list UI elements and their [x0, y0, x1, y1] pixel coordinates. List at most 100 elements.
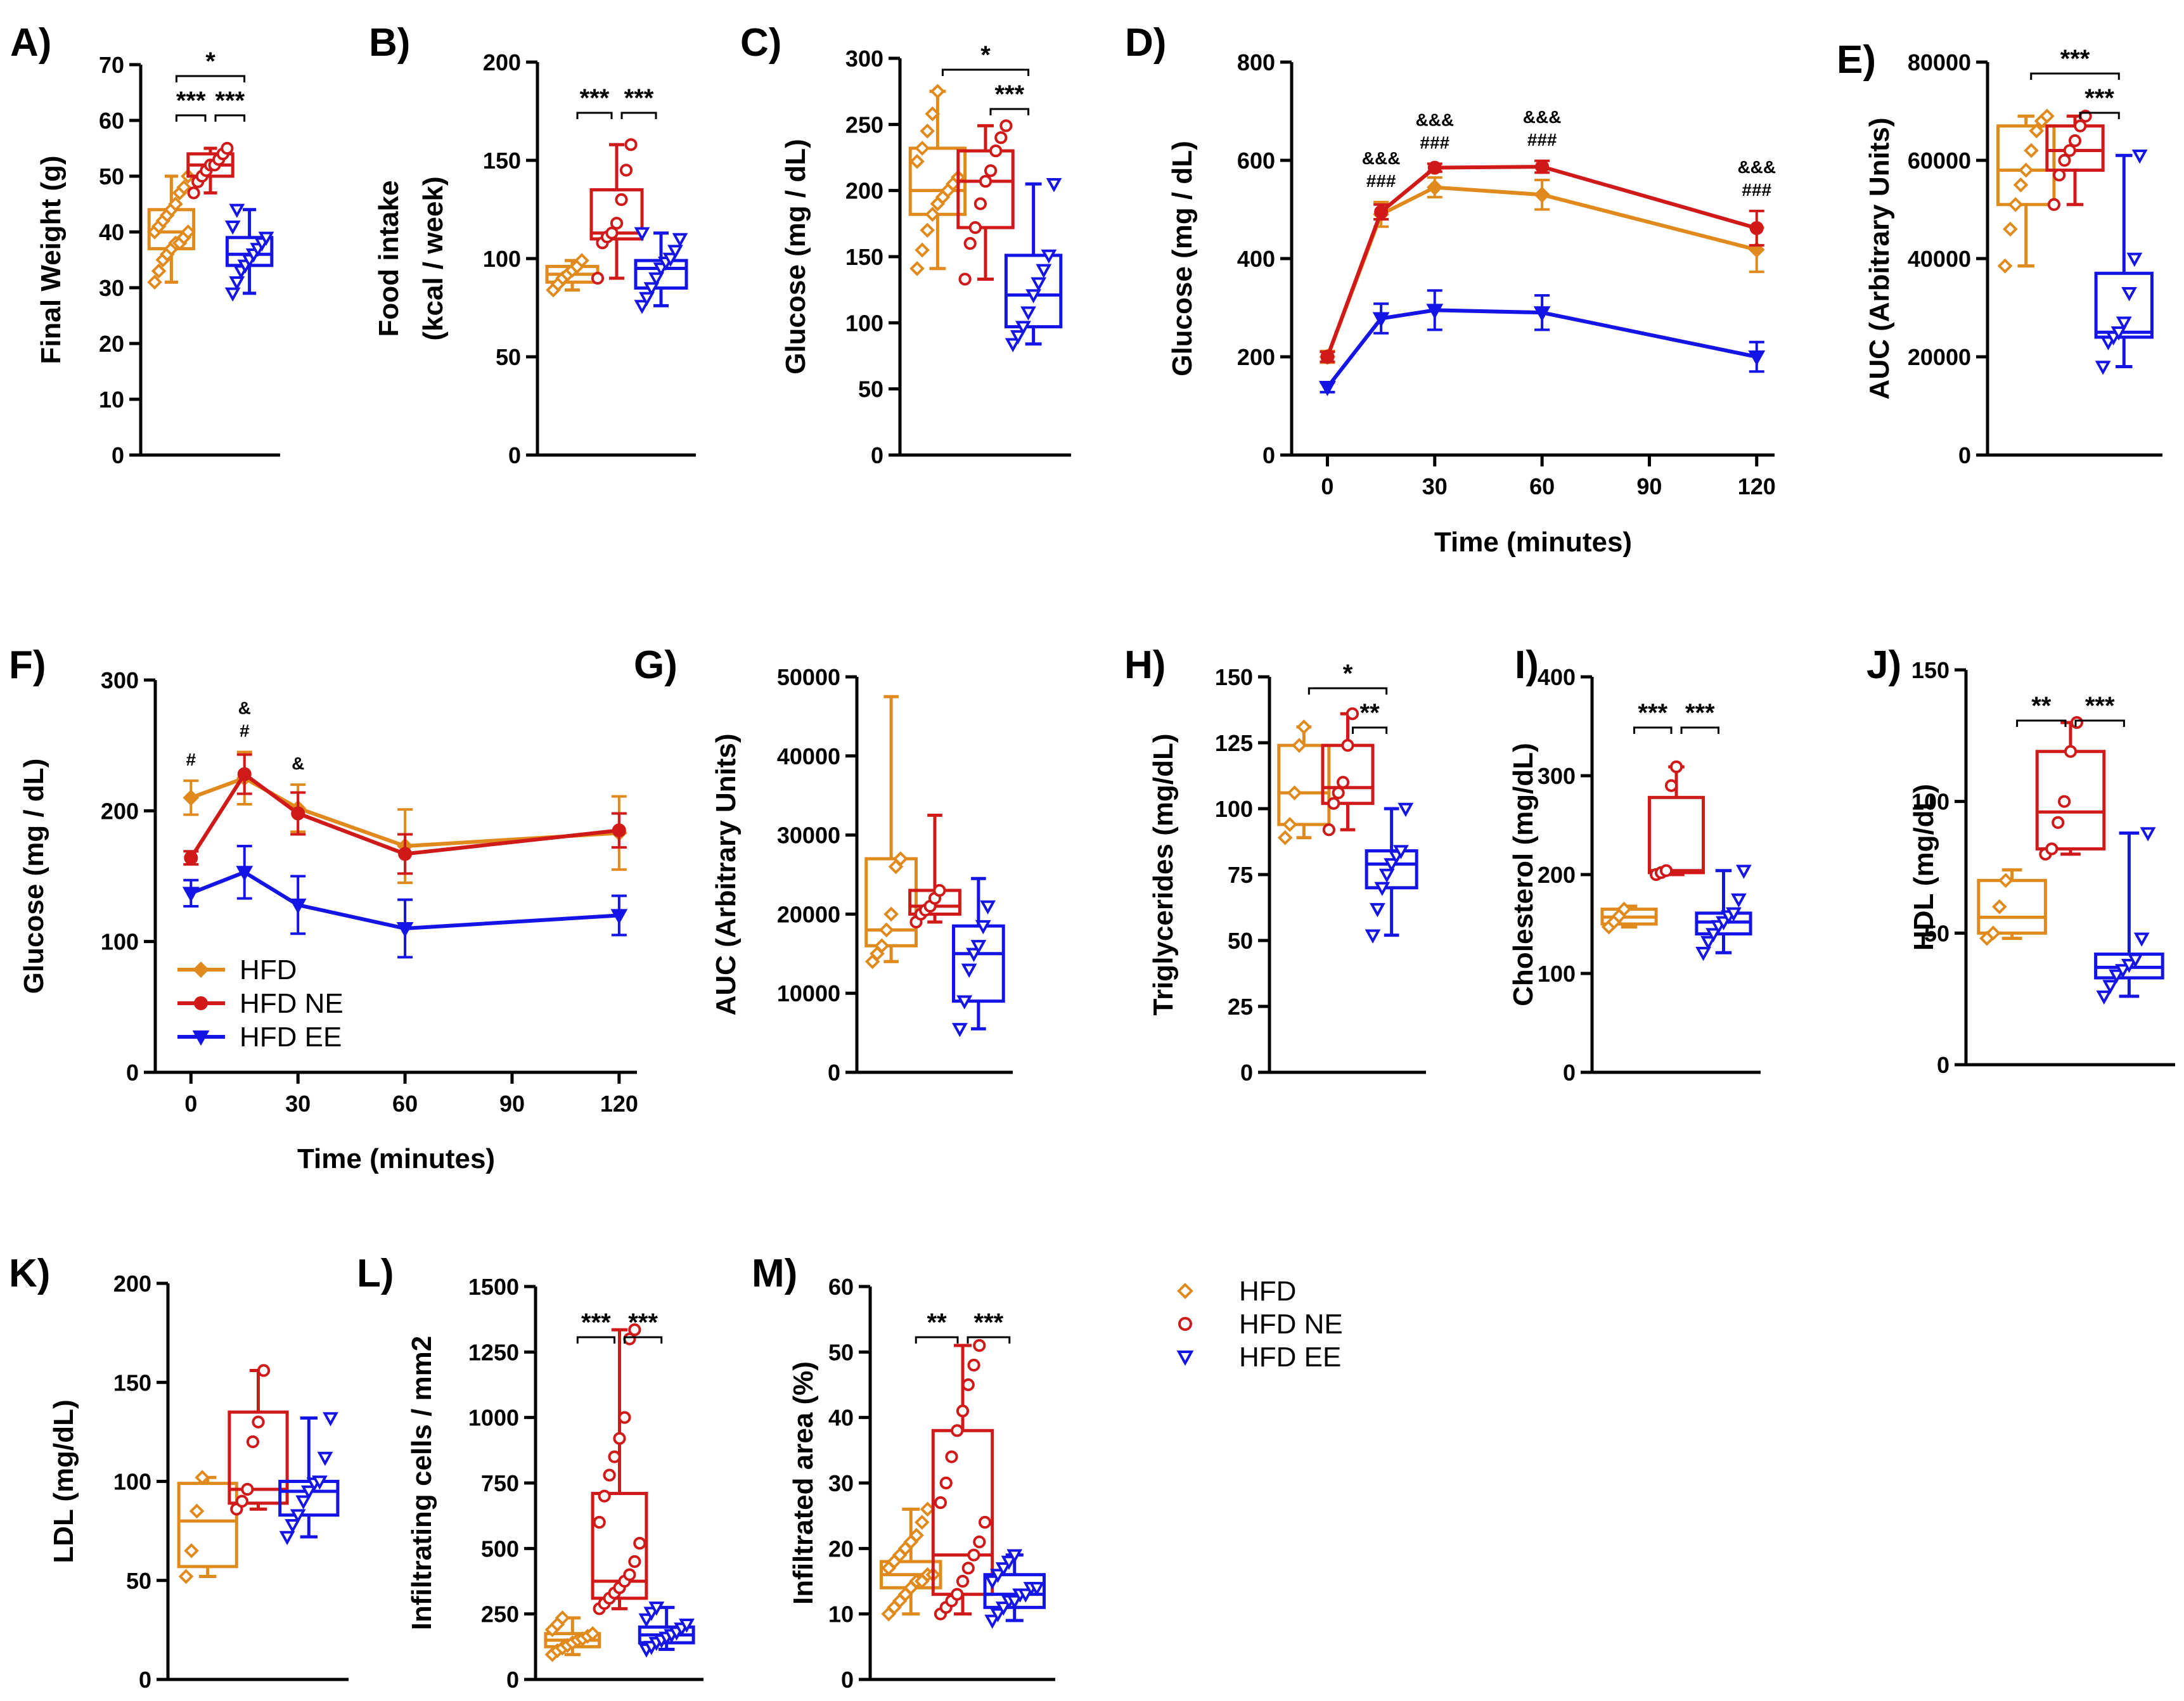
data-point [194, 996, 208, 1010]
data-point [1731, 893, 1747, 908]
data-point [2127, 953, 2143, 968]
annotation-mark: ### [1366, 171, 1396, 191]
y-tick-label: 1000 [468, 1405, 519, 1431]
data-point [2095, 361, 2111, 375]
data-point [323, 1412, 338, 1427]
data-point [1374, 205, 1389, 219]
data-point [995, 1602, 1012, 1616]
data-point [883, 906, 899, 922]
data-point [1535, 160, 1550, 174]
y-tick-label: 150 [113, 1370, 151, 1396]
data-point [398, 847, 413, 861]
data-point [961, 1562, 975, 1575]
y-tick-label: 40000 [1908, 246, 1971, 272]
data-point [1006, 1549, 1023, 1563]
data-point [1726, 907, 1742, 921]
data-point [221, 141, 234, 155]
panel-c: C) Glucose (mg / dL) 0 50 100 150 200 250 300 ***… [740, 21, 1071, 468]
y-tick-label: 300 [1538, 763, 1576, 789]
y-tick-label: 800 [1237, 49, 1275, 75]
data-point [2063, 144, 2076, 157]
y-tick-label: 0 [1240, 1060, 1253, 1086]
data-point [973, 197, 987, 210]
panel-l: L) Infiltrating cells / mm2 0 250 500 750 1000… [357, 1252, 703, 1693]
box-iqr [589, 188, 644, 241]
bracket-line [175, 75, 246, 82]
significance-bracket: *** [1633, 699, 1673, 734]
box-hfd-ee [278, 1412, 340, 1546]
data-point [192, 1030, 210, 1046]
y-tick-label: 600 [1237, 148, 1275, 174]
data-point [291, 806, 305, 821]
box-iqr [591, 1492, 648, 1600]
y-tick-label: 60 [828, 1274, 854, 1300]
significance-bracket: *** [624, 1309, 663, 1344]
panel-label: C) [740, 21, 781, 65]
y-tick-label: 60000 [1908, 148, 1971, 174]
data-point [555, 1610, 570, 1626]
y-tick-label: 0 [126, 1060, 139, 1086]
y-tick-label: 100 [845, 310, 883, 336]
box-iqr [2035, 750, 2106, 850]
bracket-line [2074, 719, 2125, 727]
y-tick-label: 40 [828, 1405, 854, 1431]
data-point [176, 179, 192, 195]
box-hfd-ne [1647, 760, 1705, 882]
box-hfd-ee [634, 227, 688, 314]
y-tick-label: 70 [99, 52, 124, 78]
box-iqr [956, 149, 1015, 229]
box-iqr [2094, 271, 2154, 339]
annotation-mark: ### [1420, 132, 1449, 152]
data-point [984, 1575, 1001, 1590]
panel-label: I) [1515, 643, 1539, 687]
box-hfd [147, 169, 196, 290]
data-point [612, 823, 626, 838]
data-point [967, 1358, 980, 1372]
data-point [2096, 990, 2112, 1005]
x-tick-label: 90 [499, 1091, 525, 1117]
data-point [1659, 864, 1673, 877]
data-point [1695, 947, 1711, 961]
y-tick-label: 100 [101, 929, 139, 955]
box-hfd-ee [1695, 864, 1752, 961]
panel-label: D) [1125, 21, 1166, 65]
data-point [603, 1468, 616, 1482]
data-point [1534, 186, 1550, 203]
data-point [980, 900, 996, 915]
significance-bracket: ** [1352, 699, 1388, 734]
significance-label: ** [2031, 692, 2052, 720]
data-point [1374, 882, 1391, 896]
y-tick-label: 30000 [777, 823, 840, 849]
data-point [151, 263, 167, 279]
data-point [1991, 899, 2007, 915]
y-tick-label: 200 [1538, 862, 1576, 888]
data-point [1320, 350, 1335, 364]
annotation-mark: &&& [1415, 110, 1454, 129]
panel-d: D) Glucose (mg / dL) 0 200 400 600 800 0 30 60 90 1… [1125, 21, 1776, 558]
y-tick-label: 30 [99, 275, 124, 301]
data-point [978, 1515, 992, 1529]
significance-label: *** [2060, 45, 2090, 73]
panel-h: H) Triglycerides (mg/dL) 0 25 50 75 100 125 150 *… [1124, 643, 1426, 1086]
data-point [1427, 160, 1442, 175]
panel-label: F) [9, 643, 46, 687]
y-tick-label: 0 [139, 1667, 151, 1693]
data-point [615, 193, 628, 207]
data-point [1332, 786, 1345, 800]
bracket-line [1633, 726, 1673, 734]
data-point [2074, 119, 2087, 132]
data-point [990, 1569, 1006, 1583]
y-tick-label: 1250 [468, 1339, 519, 1365]
annotation-mark: &&& [1362, 148, 1401, 168]
y-axis-label: Food intake [373, 181, 404, 337]
data-point [945, 1450, 958, 1463]
y-tick-label: 150 [1911, 657, 1950, 683]
data-point [252, 1415, 265, 1428]
panel-g: G) AUC (Arbitrary Units) 0 10000 20000 30000 4… [634, 643, 1013, 1086]
data-point [1001, 1555, 1017, 1570]
x-tick-label: 90 [1636, 473, 1662, 499]
data-point [951, 1424, 964, 1437]
data-point [2121, 287, 2137, 302]
data-point [2024, 143, 2039, 158]
